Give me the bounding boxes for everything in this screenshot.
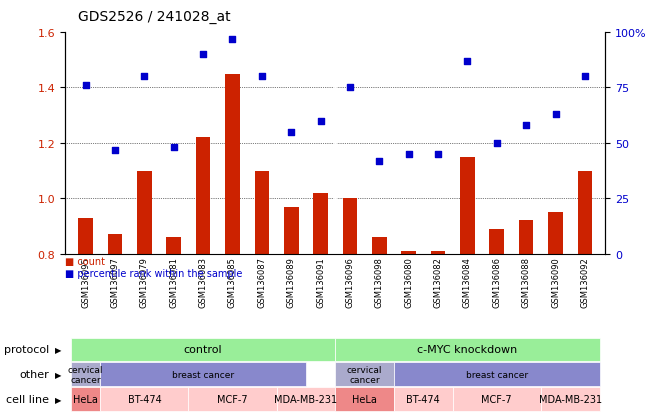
- Text: MDA-MB-231: MDA-MB-231: [538, 394, 602, 404]
- Text: MCF-7: MCF-7: [217, 394, 248, 404]
- Point: [374, 158, 385, 164]
- Text: ▶: ▶: [55, 370, 62, 379]
- Text: ▶: ▶: [55, 395, 62, 404]
- Point: [404, 151, 414, 158]
- Bar: [401, 251, 416, 413]
- Bar: [196, 138, 210, 413]
- Bar: [577, 171, 592, 413]
- Bar: [137, 171, 152, 413]
- Bar: [225, 74, 240, 413]
- Point: [462, 59, 473, 65]
- Text: cell line: cell line: [6, 394, 49, 404]
- Point: [579, 74, 590, 81]
- Point: [286, 129, 296, 136]
- Bar: [519, 221, 533, 413]
- Bar: [284, 207, 299, 413]
- Text: control: control: [184, 344, 223, 355]
- Bar: [431, 251, 445, 413]
- Bar: [167, 237, 181, 413]
- Text: breast cancer: breast cancer: [172, 370, 234, 379]
- Bar: [342, 199, 357, 413]
- Text: ■ percentile rank within the sample: ■ percentile rank within the sample: [65, 269, 242, 279]
- Text: cervical
cancer: cervical cancer: [347, 365, 382, 384]
- Point: [139, 74, 150, 81]
- Point: [169, 145, 179, 151]
- Text: ▶: ▶: [55, 345, 62, 354]
- Point: [433, 151, 443, 158]
- Text: BT-474: BT-474: [406, 394, 440, 404]
- Point: [198, 52, 208, 58]
- Text: cervical
cancer: cervical cancer: [68, 365, 104, 384]
- Bar: [107, 235, 122, 413]
- Text: protocol: protocol: [3, 344, 49, 355]
- Text: HeLa: HeLa: [73, 394, 98, 404]
- Text: BT-474: BT-474: [128, 394, 161, 404]
- Text: ■ count: ■ count: [65, 256, 105, 266]
- Text: HeLa: HeLa: [352, 394, 377, 404]
- Point: [256, 74, 267, 81]
- Text: c-MYC knockdown: c-MYC knockdown: [417, 344, 518, 355]
- Point: [521, 123, 531, 129]
- Text: MCF-7: MCF-7: [482, 394, 512, 404]
- Bar: [78, 218, 93, 413]
- Point: [110, 147, 120, 154]
- Bar: [372, 237, 387, 413]
- Point: [227, 36, 238, 43]
- Point: [81, 83, 91, 89]
- Point: [315, 118, 326, 125]
- Bar: [255, 171, 270, 413]
- Point: [345, 85, 355, 92]
- Bar: [548, 213, 563, 413]
- Bar: [490, 229, 504, 413]
- Text: MDA-MB-231: MDA-MB-231: [274, 394, 337, 404]
- Point: [550, 112, 561, 118]
- Bar: [313, 193, 328, 413]
- Text: other: other: [19, 369, 49, 380]
- Text: breast cancer: breast cancer: [465, 370, 528, 379]
- Text: GDS2526 / 241028_at: GDS2526 / 241028_at: [78, 10, 230, 24]
- Bar: [460, 157, 475, 413]
- Point: [492, 140, 502, 147]
